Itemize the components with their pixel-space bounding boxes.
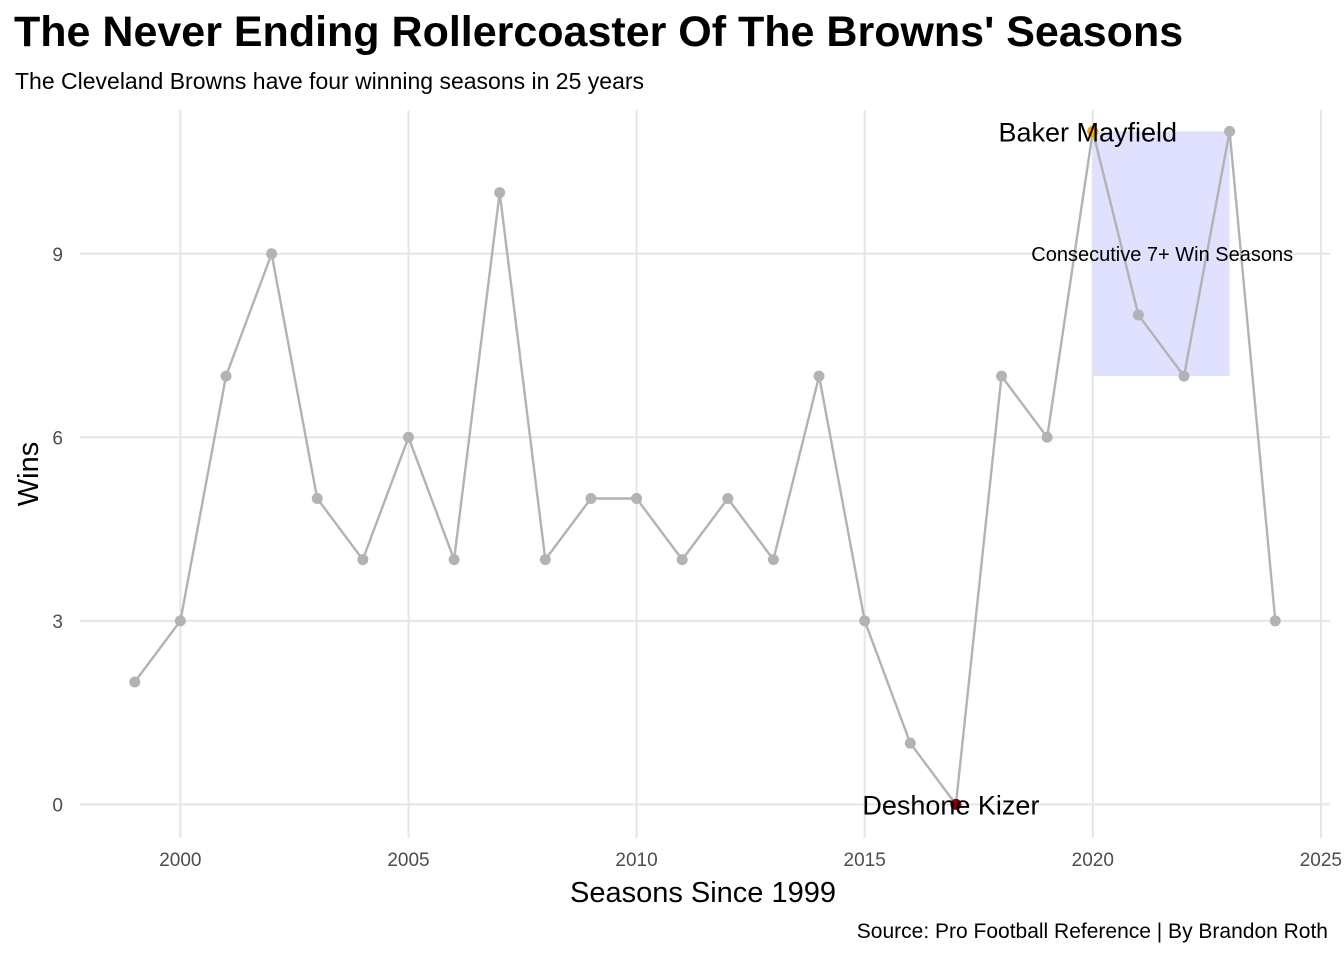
y-tick-label-6: 6 [52,428,63,449]
x-tick-label-2005: 2005 [387,850,429,871]
data-point-2009 [585,492,597,504]
data-point-1999 [129,676,141,688]
highlight-point-2020 [1087,125,1099,137]
highlight-label-2020: Baker Mayfield [998,117,1177,147]
y-tick-label-9: 9 [52,245,63,266]
data-point-2002 [266,248,278,260]
x-axis-title: Seasons Since 1999 [570,877,836,909]
data-point-2005 [402,431,414,443]
data-point-2007 [494,187,506,199]
data-point-2023 [1224,125,1236,137]
x-tick-label-2025: 2025 [1300,850,1342,871]
x-tick-label-2015: 2015 [844,850,886,871]
shaded-region-label: Consecutive 7+ Win Seasons [1031,244,1293,266]
axis-ticks: 2000 2005 2010 2015 2020 2025 0 3 6 9 [52,245,1342,871]
source-caption: Source: Pro Football Reference | By Bran… [856,920,1328,943]
chart-subtitle: The Cleveland Browns have four winning s… [15,68,645,94]
highlight-label-2017: Deshone Kizer [862,790,1039,820]
data-point-2022 [1178,370,1190,382]
data-point-2024 [1269,615,1281,627]
data-point-2021 [1132,309,1144,321]
y-tick-label-0: 0 [52,795,63,816]
data-point-2013 [767,554,779,566]
data-point-2016 [904,737,916,749]
data-point-2001 [220,370,232,382]
data-point-2010 [631,492,643,504]
data-point-2015 [859,615,871,627]
wins-line [133,130,1277,806]
data-point-2000 [174,615,186,627]
highlight-point-2017 [950,798,962,810]
x-tick-label-2010: 2010 [615,850,657,871]
x-tick-label-2020: 2020 [1072,850,1114,871]
data-point-2008 [539,554,551,566]
chart-title: The Never Ending Rollercoaster Of The Br… [14,8,1184,56]
data-point-2006 [448,554,460,566]
data-point-2018 [996,370,1008,382]
data-point-2019 [1041,431,1053,443]
y-tick-label-3: 3 [52,612,63,633]
data-point-2012 [722,492,734,504]
data-point-2014 [813,370,825,382]
annotations: Baker Mayfield Deshone Kizer Consecutive 7… [862,117,1293,820]
data-point-2003 [311,492,323,504]
y-axis-title: Wins [13,442,45,506]
series-line [133,130,1277,806]
x-tick-label-2000: 2000 [159,850,201,871]
data-point-2004 [357,554,369,566]
data-point-2011 [676,554,688,566]
